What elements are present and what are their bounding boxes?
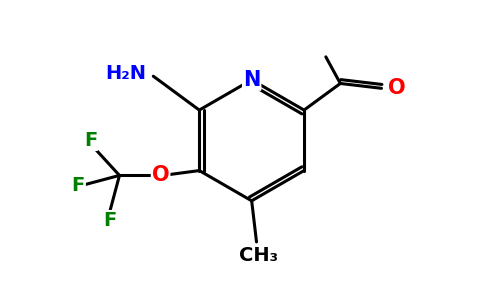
Text: H₂N: H₂N (105, 64, 146, 83)
Text: CH₃: CH₃ (240, 246, 278, 265)
Text: F: F (103, 211, 117, 230)
Text: F: F (72, 176, 85, 195)
Text: N: N (243, 70, 260, 90)
Text: O: O (388, 78, 406, 98)
Text: O: O (152, 165, 169, 185)
Text: F: F (84, 131, 97, 150)
